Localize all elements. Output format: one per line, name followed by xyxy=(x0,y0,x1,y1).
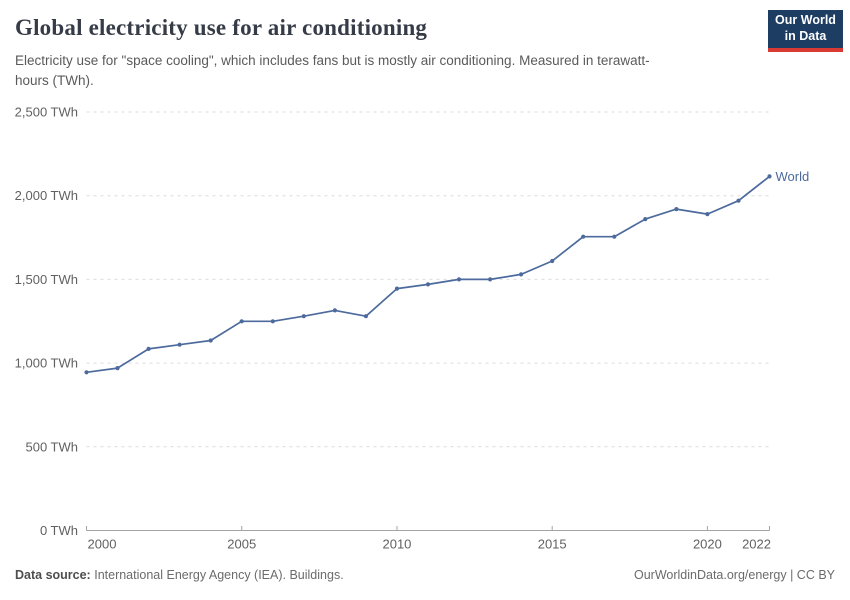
data-source-label: Data source: xyxy=(15,568,91,582)
y-tick-label-0: 0 TWh xyxy=(40,523,78,538)
data-point-2016[interactable] xyxy=(581,234,586,239)
data-point-2015[interactable] xyxy=(550,258,555,264)
chart-footer: Data source: International Energy Agency… xyxy=(15,568,835,582)
data-point-2002[interactable] xyxy=(146,346,151,351)
data-point-2006[interactable] xyxy=(270,319,275,324)
data-point-2009[interactable] xyxy=(363,314,368,319)
credit-line[interactable]: OurWorldinData.org/energy | CC BY xyxy=(633,568,835,582)
y-tick-label-1500: 1,500 TWh xyxy=(15,272,78,287)
data-point-2021[interactable] xyxy=(736,198,741,203)
y-tick-label-1000: 1,000 TWh xyxy=(15,356,78,371)
chart-subtitle: Electricity use for "space cooling", whi… xyxy=(15,53,650,88)
series-line-world[interactable] xyxy=(85,175,771,374)
data-point-2011[interactable] xyxy=(425,282,431,287)
data-point-2017[interactable] xyxy=(612,234,617,239)
data-point-2005[interactable] xyxy=(239,319,244,324)
data-point-2004[interactable] xyxy=(208,338,213,343)
x-tick-label-2005: 2005 xyxy=(227,537,256,552)
owid-logo-line2: in Data xyxy=(784,29,827,43)
data-point-2022[interactable] xyxy=(767,174,772,179)
y-tick-label-2500: 2,500 TWh xyxy=(15,105,78,120)
x-tick-label-2020: 2020 xyxy=(693,537,722,552)
data-point-2018[interactable] xyxy=(643,217,648,222)
y-tick-label-2000: 2,000 TWh xyxy=(15,188,78,203)
x-tick-label-2015: 2015 xyxy=(538,537,567,552)
line-chart[interactable]: 0 TWh 500 TWh 1,000 TWh 1,500 TWh 2,000 TWh 2… xyxy=(0,0,850,560)
data-point-2019[interactable] xyxy=(674,207,679,212)
data-point-2007[interactable] xyxy=(301,314,306,319)
page-title: Global electricity use for air condition… xyxy=(15,15,428,40)
series-label-world[interactable]: World xyxy=(776,169,810,184)
data-point-2003[interactable] xyxy=(177,342,182,347)
data-point-2020[interactable] xyxy=(705,212,710,217)
data-point-2013[interactable] xyxy=(488,277,493,282)
x-tick-label-2000: 2000 xyxy=(88,537,117,552)
data-point-2014[interactable] xyxy=(519,272,524,277)
data-point-2001[interactable] xyxy=(115,366,120,371)
owid-logo-line1: Our World xyxy=(775,13,836,28)
data-point-2012[interactable] xyxy=(456,277,462,282)
data-source-text: International Energy Agency (IEA). Build… xyxy=(94,568,344,582)
data-point-2008[interactable] xyxy=(332,308,337,313)
owid-logo: Our World in Data xyxy=(768,10,843,52)
x-tick-label-2010: 2010 xyxy=(382,537,411,552)
y-tick-label-500: 500 TWh xyxy=(25,439,78,454)
data-point-2000[interactable] xyxy=(84,370,89,375)
data-source: Data source: International Energy Agency… xyxy=(15,568,344,582)
x-tick-label-2022: 2022 xyxy=(742,537,771,552)
data-point-2010[interactable] xyxy=(394,286,400,291)
